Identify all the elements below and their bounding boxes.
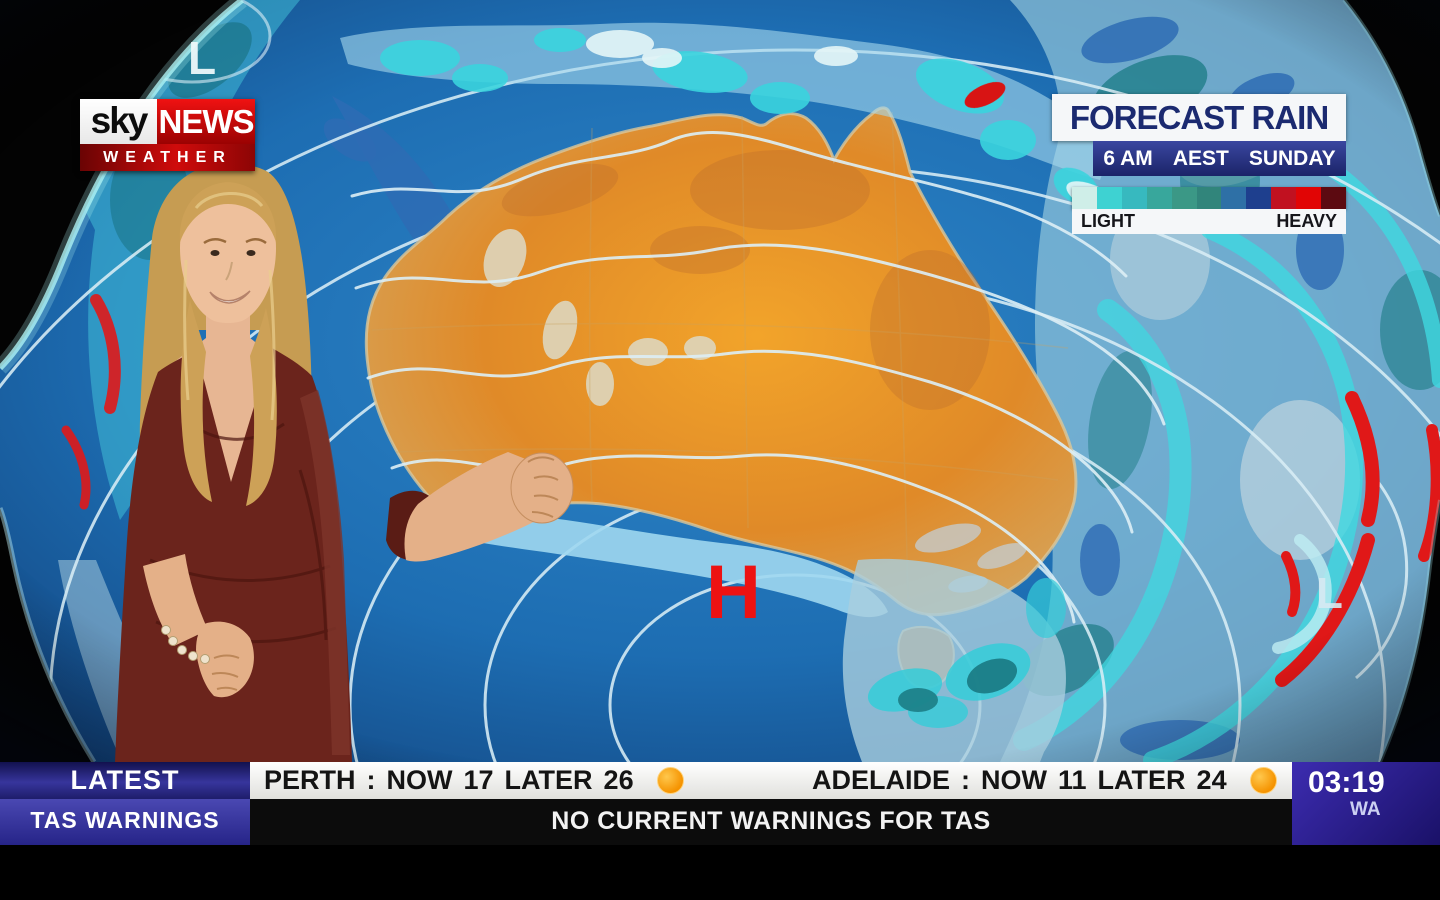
forecast-time: 6 AM xyxy=(1103,146,1153,170)
now-temp: 17 xyxy=(463,765,494,795)
tas-warnings-tab: TAS WARNINGS xyxy=(0,799,250,845)
clock-box: 03:19 WA xyxy=(1292,762,1440,845)
clock-time: 03:19 xyxy=(1308,766,1385,799)
logo-sky: sky xyxy=(80,99,157,144)
presenter-fist-knuckles xyxy=(527,456,559,518)
letterbox-bottom xyxy=(0,845,1440,900)
weather-presenter xyxy=(115,164,574,762)
forecast-day: SUNDAY xyxy=(1248,146,1336,170)
city-temp-perth: PERTH : NOW 17 LATER 26 xyxy=(264,762,684,799)
city-name: ADELAIDE xyxy=(812,765,951,795)
forecast-valid-time-bar: 6 AM AEST SUNDAY xyxy=(1093,141,1346,176)
legend-color-step xyxy=(1296,187,1322,209)
rain-intensity-labels: LIGHT HEAVY xyxy=(1072,209,1346,234)
presenter-hair-strand-right xyxy=(246,308,277,506)
legend-light-label: LIGHT xyxy=(1081,211,1135,231)
legend-color-step xyxy=(1321,187,1346,209)
logo-news: NEWS xyxy=(157,99,255,144)
presenter-right-fist xyxy=(510,452,574,524)
later-temp: 24 xyxy=(1196,765,1227,795)
presenter-face xyxy=(180,190,276,323)
sun-icon xyxy=(1249,767,1277,794)
presenter-dress-highlight xyxy=(300,390,350,755)
logo-weather: WEATHER xyxy=(80,144,255,171)
presenter-face-features xyxy=(203,238,267,304)
high-pressure-marker: H xyxy=(706,550,761,635)
sky-news-weather-logo: sky NEWS WEATHER xyxy=(80,99,255,171)
now-label: NOW xyxy=(981,765,1047,795)
later-temp: 26 xyxy=(603,765,634,795)
presenter-left-hand-fingers xyxy=(211,654,240,691)
legend-heavy-label: HEAVY xyxy=(1276,211,1337,231)
legend-color-step xyxy=(1271,187,1297,209)
legend-color-step xyxy=(1171,187,1197,209)
logo-top-row: sky NEWS xyxy=(80,99,255,144)
city-temps-strip: PERTH : NOW 17 LATER 26 ADELAIDE : NOW 1… xyxy=(250,762,1292,799)
low-pressure-marker-southeast: L xyxy=(1316,569,1343,618)
pressure-markers: H L L xyxy=(188,32,1343,635)
rain-intensity-scale xyxy=(1072,187,1346,209)
presenter-left-hand xyxy=(196,621,254,698)
legend-color-step xyxy=(1146,187,1172,209)
presenter-hair-strand-left xyxy=(180,300,212,502)
city-name: PERTH xyxy=(264,765,356,795)
sun-icon xyxy=(656,767,684,794)
presenter-hair-highlights xyxy=(183,192,276,421)
now-temp: 11 xyxy=(1058,765,1087,795)
city-separator: : xyxy=(366,765,376,795)
warning-message-strip: NO CURRENT WARNINGS FOR TAS xyxy=(250,799,1292,845)
presenter-bracelet xyxy=(161,625,210,664)
legend-color-step xyxy=(1096,187,1122,209)
legend-color-step xyxy=(1121,187,1147,209)
forecast-title: FORECAST RAIN xyxy=(1052,94,1346,141)
latest-tab: LATEST xyxy=(0,762,250,799)
now-label: NOW xyxy=(386,765,453,795)
later-label: LATER xyxy=(504,765,593,795)
legend-color-step xyxy=(1196,187,1222,209)
legend-color-step xyxy=(1072,187,1097,209)
city-separator: : xyxy=(961,765,971,795)
forecast-timezone: AEST xyxy=(1172,146,1229,170)
city-temp-adelaide: ADELAIDE : NOW 11 LATER 24 xyxy=(812,762,1277,799)
presenter-left-forearm xyxy=(143,554,208,646)
clock-zone: WA xyxy=(1350,799,1381,820)
legend-color-step xyxy=(1246,187,1272,209)
presenter-dress xyxy=(115,348,352,762)
legend-color-step xyxy=(1221,187,1247,209)
low-pressure-marker-northwest: L xyxy=(188,32,216,84)
later-label: LATER xyxy=(1097,765,1186,795)
